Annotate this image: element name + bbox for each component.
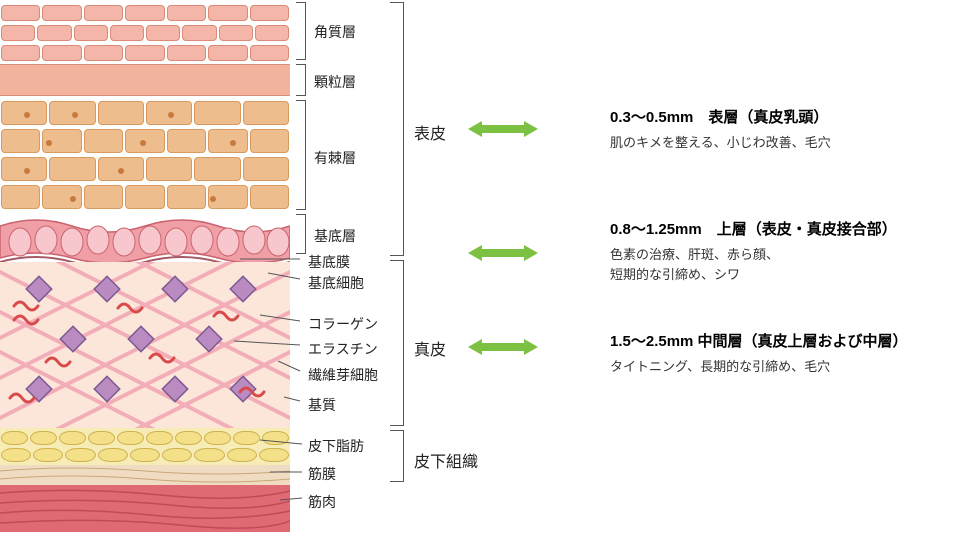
depth-title: 0.3～0.5mm 表層（真皮乳頭）: [610, 106, 831, 127]
spinosum-dot: [72, 112, 78, 118]
label-subcutis: 皮下組織: [414, 448, 478, 472]
layer-stratum-corneum: [0, 4, 290, 22]
leader-lines: [250, 430, 310, 510]
spinosum-dot: [140, 140, 146, 146]
depth-block-1: 0.8～1.25mm 上層（表皮・真皮接合部） 色素の治療、肝斑、赤ら顔、 短期…: [610, 218, 897, 284]
spinosum-dot: [118, 168, 124, 174]
depth-block-2: 1.5～2.5mm 中間層（真皮上層および中層） タイトニング、長期的な引締め、…: [610, 330, 908, 377]
layer-stratum-corneum: [0, 44, 290, 62]
layer-fascia: [0, 465, 290, 485]
layer-stratum-corneum: [0, 24, 290, 42]
spinosum-dot: [46, 140, 52, 146]
spinosum-dot: [210, 196, 216, 202]
layer-muscle: [0, 485, 290, 532]
bracket-dermis: [390, 260, 404, 426]
layer-stratum-spinosum: [0, 184, 290, 210]
label-stratum-granulosum: 顆粒層: [314, 72, 356, 92]
depth-desc: 肌のキメを整える、小じわ改善、毛穴: [610, 133, 831, 153]
layer-stratum-spinosum: [0, 156, 290, 182]
label-dermis: 真皮: [414, 336, 446, 360]
label-fibroblast: 繊維芽細胞: [308, 365, 378, 385]
spinosum-dot: [24, 168, 30, 174]
bracket-epidermis: [390, 2, 404, 256]
spinosum-dot: [168, 112, 174, 118]
label-stratum-basale: 基底層: [314, 226, 356, 246]
arrow-icon: [468, 120, 538, 138]
depth-block-0: 0.3～0.5mm 表層（真皮乳頭） 肌のキメを整える、小じわ改善、毛穴: [610, 106, 831, 153]
label-matrix: 基質: [308, 395, 336, 415]
spinosum-dot: [70, 196, 76, 202]
label-muscle: 筋肉: [308, 492, 336, 512]
label-stratum-corneum: 角質層: [314, 22, 356, 42]
label-basal-cells: 基底細胞: [308, 273, 364, 293]
label-subcut-fat: 皮下脂肪: [308, 436, 364, 456]
arrow-icon: [468, 338, 538, 356]
spinosum-dot: [230, 140, 236, 146]
spinosum-dot: [24, 112, 30, 118]
skin-diagram: 角質層 顆粒層 有棘層 基底層 基底膜 基底細胞 コラーゲン エラスチン 繊維芽…: [0, 0, 980, 532]
label-basement-membrane: 基底膜: [308, 252, 350, 272]
label-epidermis: 表皮: [414, 120, 446, 144]
bracket: [296, 214, 306, 254]
arrow-icon: [468, 244, 538, 262]
label-stratum-spinosum: 有棘層: [314, 148, 356, 168]
depth-desc: タイトニング、長期的な引締め、毛穴: [610, 357, 908, 377]
label-collagen: コラーゲン: [308, 314, 378, 334]
label-elastin: エラスチン: [308, 339, 378, 359]
depth-title: 1.5～2.5mm 中間層（真皮上層および中層）: [610, 330, 908, 351]
depth-desc: 色素の治療、肝斑、赤ら顔、 短期的な引締め、シワ: [610, 245, 897, 284]
bracket-subcutis: [390, 430, 404, 482]
leader-lines: [230, 255, 312, 435]
layer-stratum-spinosum: [0, 100, 290, 126]
fat-cells: [0, 447, 290, 463]
depth-title: 0.8～1.25mm 上層（表皮・真皮接合部）: [610, 218, 897, 239]
bracket: [296, 100, 306, 210]
label-fascia: 筋膜: [308, 464, 336, 484]
bracket: [296, 64, 306, 96]
layer-stratum-granulosum: [0, 64, 290, 96]
bracket: [296, 2, 306, 60]
